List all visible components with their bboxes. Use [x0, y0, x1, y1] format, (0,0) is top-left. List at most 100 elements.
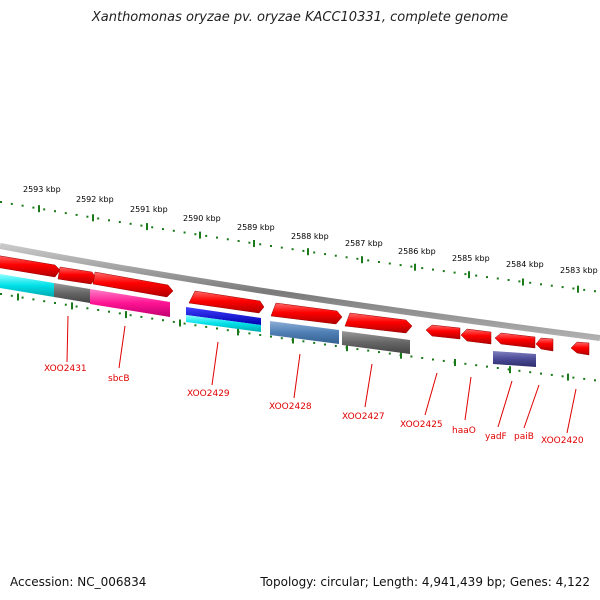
ruler-dot	[86, 215, 89, 218]
ruler-dot	[464, 273, 467, 276]
ruler-tick	[179, 319, 181, 327]
ruler-dot	[507, 279, 510, 281]
ruler-tick	[92, 214, 94, 222]
ruler-dot	[345, 256, 348, 259]
forward-genes	[0, 255, 590, 356]
genome-backbone	[0, 243, 600, 341]
ruler-tick	[567, 373, 569, 381]
ruler-tick	[38, 205, 40, 213]
feature-block	[186, 307, 261, 325]
leader-line	[66, 315, 69, 363]
ruler-dot	[486, 365, 488, 368]
ruler-dot	[205, 234, 208, 237]
gene-arrow	[425, 324, 461, 340]
ruler-dot	[324, 343, 326, 346]
feature-blocks	[0, 274, 536, 367]
ruler-dot	[399, 264, 402, 267]
ruler-dot	[550, 373, 553, 376]
leader-line	[497, 380, 513, 428]
ruler-dot	[421, 357, 424, 359]
ruler-dot	[194, 233, 197, 236]
gene-arrow	[494, 332, 536, 349]
ruler-dot	[313, 251, 316, 254]
ruler-dot	[561, 375, 564, 378]
ruler-label: 2592 kbp	[76, 195, 114, 204]
ruler-dot	[0, 293, 2, 295]
ruler-dot	[162, 228, 164, 231]
ruler-top	[0, 201, 596, 293]
ruler-dot	[75, 305, 78, 308]
ruler-dot	[86, 307, 89, 310]
leader-lines	[66, 315, 577, 434]
leader-line	[424, 372, 438, 416]
ruler-dot	[356, 348, 359, 351]
ruler-dot	[572, 287, 575, 290]
ruler-dot	[410, 265, 413, 268]
ruler-dot	[529, 371, 532, 374]
ruler-tick	[199, 231, 201, 239]
ruler-dot	[43, 300, 46, 303]
ruler-dot	[453, 271, 456, 274]
leader-line	[211, 341, 219, 386]
gene-label: paiB	[514, 432, 534, 442]
feature-block	[54, 283, 90, 303]
ruler-tick	[361, 256, 363, 264]
ruler-dot	[378, 351, 380, 354]
ruler-dot	[518, 369, 521, 372]
ruler-dot	[54, 302, 56, 304]
ruler-dot	[32, 206, 35, 209]
map-title: Xanthomonas oryzae pv. oryzae KACC10331,…	[91, 10, 509, 25]
ruler-dot	[75, 213, 78, 216]
ruler-tick	[71, 302, 73, 310]
ruler-dot	[270, 245, 272, 247]
leader-line	[566, 388, 577, 434]
ruler-dot	[97, 309, 100, 311]
ruler-dot	[464, 362, 467, 365]
ruler-tick	[522, 278, 524, 286]
gene-label: XOO2425	[400, 420, 443, 430]
ruler-dot	[108, 310, 110, 313]
ruler-tick	[253, 240, 255, 247]
gene-label: sbcB	[108, 374, 130, 384]
ruler-dot	[216, 236, 218, 239]
ruler-dot	[496, 367, 499, 369]
feature-block	[0, 274, 54, 297]
ruler-dot	[291, 248, 294, 251]
ruler-dot	[442, 270, 445, 273]
ruler-dot	[151, 317, 154, 320]
ruler-dot	[216, 327, 218, 330]
ruler-tick	[509, 366, 511, 374]
ruler-dot	[259, 334, 262, 336]
ruler-dot	[432, 358, 434, 361]
ruler-dot	[421, 267, 424, 270]
ruler-dot	[129, 314, 132, 317]
ruler-dot	[583, 377, 586, 380]
ruler-dot	[496, 277, 499, 280]
ruler-tick	[17, 293, 19, 301]
leader-line	[464, 376, 472, 421]
ruler-dot	[540, 372, 542, 375]
ruler-dot	[507, 368, 510, 371]
ruler-dot	[270, 335, 272, 338]
gene-arrow	[460, 328, 492, 345]
ruler-label: 2583 kbp	[560, 266, 598, 275]
ruler-dot	[183, 231, 186, 234]
ruler-dot	[10, 294, 13, 297]
ruler-dot	[572, 376, 575, 379]
leader-line	[523, 384, 540, 429]
ruler-tick	[346, 344, 348, 352]
ruler-dot	[356, 257, 359, 260]
ruler-dot	[280, 246, 283, 249]
ruler-dot	[32, 298, 35, 301]
ruler-dot	[162, 319, 164, 322]
ruler-dot	[226, 238, 229, 241]
ruler-dot	[410, 355, 413, 358]
ruler-bottom	[0, 293, 596, 382]
ruler-dot	[129, 222, 132, 225]
gene-arrow	[535, 337, 554, 352]
gene-label: haaO	[452, 426, 476, 436]
ruler-dot	[518, 280, 521, 283]
ruler-tick	[292, 336, 294, 344]
ruler-dot	[324, 253, 326, 256]
ruler-dot	[248, 241, 251, 244]
